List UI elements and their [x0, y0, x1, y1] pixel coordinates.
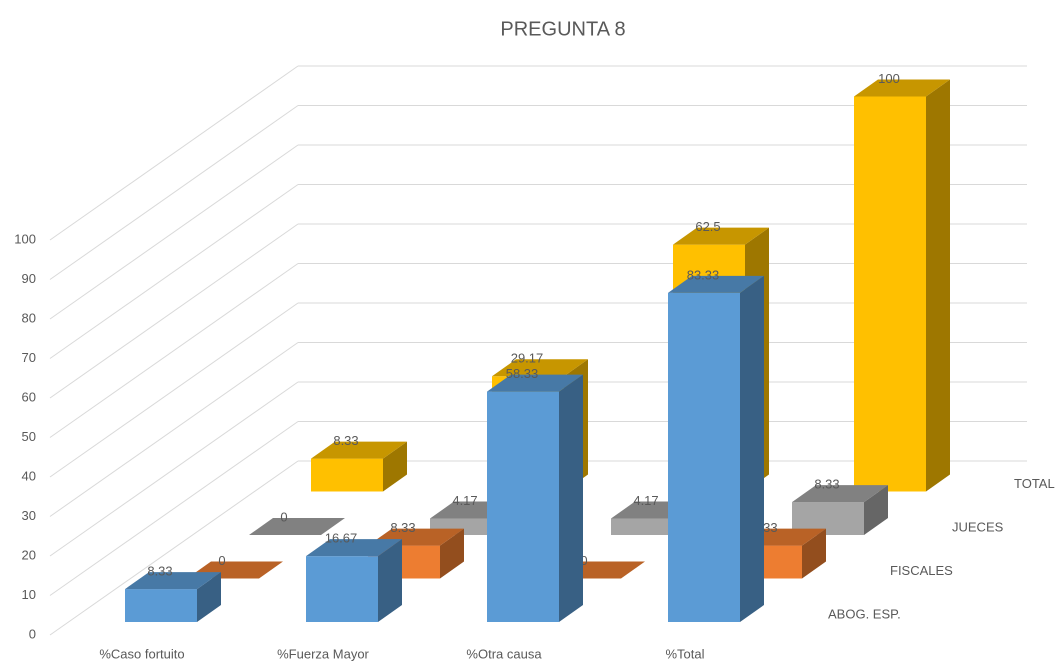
bar-top	[125, 572, 221, 590]
y-tick-label: 50	[22, 429, 36, 444]
bar-side	[440, 528, 464, 579]
y-tick-label: 10	[22, 587, 36, 602]
data-label: 62.5	[695, 219, 720, 234]
grid-line	[49, 65, 299, 241]
chart-title: PREGUNTA 8	[500, 18, 625, 40]
bar-side	[802, 528, 826, 579]
grid-line	[49, 381, 299, 557]
y-tick-label: 0	[29, 626, 36, 641]
y-tick-label: 30	[22, 508, 36, 523]
data-label: 29.17	[511, 351, 544, 366]
y-tick-label: 40	[22, 468, 36, 483]
data-label: 4.17	[633, 493, 658, 508]
data-label: 100	[878, 71, 900, 86]
bar-top	[311, 441, 407, 459]
bar-side	[864, 485, 888, 535]
bar-side	[559, 374, 583, 622]
y-tick-label: 70	[22, 350, 36, 365]
bar-top	[668, 275, 764, 293]
data-label: 8.33	[814, 477, 839, 492]
y-tick-label: 60	[22, 389, 36, 404]
data-label: 0	[280, 509, 287, 524]
data-label: 0	[218, 553, 225, 568]
bar	[668, 292, 740, 622]
data-label: 8.33	[333, 433, 358, 448]
bar-side	[926, 79, 950, 492]
bar-top	[854, 79, 950, 97]
x-tick-label: %Fuerza Mayor	[277, 646, 369, 661]
grid-line	[49, 105, 299, 280]
data-label: 83.33	[687, 267, 720, 282]
data-label: 4.17	[452, 493, 477, 508]
data-label: 58.33	[506, 366, 539, 381]
x-tick-label: %Caso fortuito	[99, 646, 184, 661]
y-tick-label: 100	[14, 231, 36, 246]
bar	[125, 589, 197, 622]
grid-line	[49, 184, 299, 359]
bar-top	[487, 374, 583, 392]
bar	[854, 96, 926, 492]
y-tick-label: 20	[22, 547, 36, 562]
series-label: FISCALES	[890, 563, 953, 578]
bar-side	[383, 441, 407, 492]
y-tick-label: 80	[22, 310, 36, 325]
grid-line	[49, 302, 299, 478]
grid-line	[49, 223, 299, 399]
data-label: 0	[580, 553, 587, 568]
data-label: 8.33	[147, 564, 172, 579]
data-label: 16.67	[325, 531, 358, 546]
bar-top	[492, 359, 588, 377]
bar-side	[740, 275, 764, 622]
x-tick-label: %Total	[665, 646, 704, 661]
series-label: ABOG. ESP.	[828, 606, 901, 621]
grid-line	[49, 342, 299, 517]
y-tick-label: 90	[22, 271, 36, 286]
bar-top	[673, 227, 769, 245]
series-label: TOTAL	[1014, 476, 1055, 491]
series-label: JUECES	[952, 519, 1004, 534]
bar	[306, 556, 378, 622]
grid-line	[49, 263, 299, 438]
grid-line	[49, 460, 299, 636]
grid-line	[49, 144, 299, 320]
bar-side	[197, 572, 221, 622]
data-label: 8.33	[390, 520, 415, 535]
bar-top	[792, 485, 888, 503]
bar-top	[249, 518, 345, 535]
bar	[611, 518, 683, 535]
bar-top	[306, 539, 402, 557]
bar	[487, 391, 559, 622]
grid-line	[49, 421, 299, 596]
bar-side	[378, 539, 402, 622]
x-tick-label: %Otra causa	[466, 646, 542, 661]
bar	[311, 458, 383, 492]
